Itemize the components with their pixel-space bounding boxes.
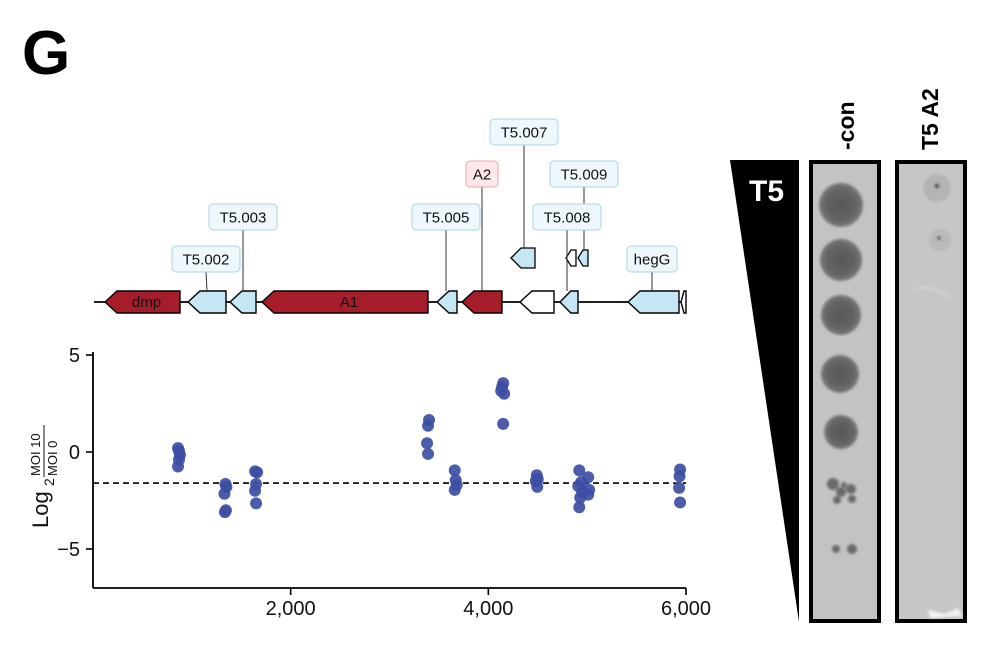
y-axis-label: Log 2 MOI 10 MOI 0 [28, 425, 60, 528]
phage-label: T5 [749, 175, 784, 208]
gene-arrow-hegg [626, 290, 680, 314]
gene-arrows: dmp A1 [103, 247, 687, 314]
data-point [171, 460, 184, 473]
data-point [448, 483, 461, 496]
data-point [531, 480, 544, 493]
data-point [673, 470, 686, 483]
gene-label-box [411, 203, 481, 231]
gene-label-t5003: T5.003 [220, 210, 267, 227]
gene-arrow-t5005 [435, 290, 458, 314]
gene-arrow-floating [577, 249, 589, 267]
data-point [582, 488, 595, 501]
y-tick-label: 5 [69, 345, 80, 367]
gene-label-boxes: T5.002 T5.003 T5.005 A2 T5.007 T5.009 T5.008 he… [171, 118, 678, 273]
t5-a2-plaques [914, 174, 962, 618]
y-ticks: 5 0 −5 [57, 345, 93, 561]
data-point [250, 497, 263, 510]
ylabel-prefix: Log [28, 491, 53, 528]
gene-arrow-t5003 [228, 290, 257, 314]
x-tick-label: 2,000 [266, 598, 316, 620]
control-plaques [819, 183, 863, 554]
gene-arrow-dmp [103, 290, 181, 314]
gene-arrow-floating [565, 249, 577, 267]
gene-label-box [549, 160, 619, 188]
gene-label-hegg: hegG [634, 252, 671, 269]
data-point [582, 471, 595, 484]
y-tick-label: −5 [57, 539, 80, 561]
gene-arrow-a2 [460, 290, 503, 314]
x-tick-label: 6,000 [661, 598, 711, 620]
column-label-control: -con [833, 101, 859, 150]
data-point [218, 487, 231, 500]
gene-arrow-t5002 [186, 290, 227, 314]
ylabel-denominator: MOI 0 [45, 441, 60, 476]
data-point [218, 506, 231, 519]
gene-label-leaders [205, 145, 653, 292]
gene-label-box [208, 203, 278, 231]
gene-arrow-floating [510, 247, 536, 269]
gene-label-box [171, 245, 241, 273]
y-tick-label: 0 [69, 442, 80, 464]
leader-line [205, 271, 208, 292]
gene-label-t5005: T5.005 [423, 210, 470, 227]
gene-arrow-t5008 [559, 290, 579, 314]
gene-label-box [465, 160, 499, 188]
gene-label-t5009: T5.009 [561, 167, 608, 184]
data-points [171, 377, 687, 519]
ylabel-subscript: 2 [41, 478, 57, 486]
gene-label-box [626, 245, 678, 273]
data-point [251, 466, 264, 479]
data-point [573, 464, 586, 477]
gene-name-inside: A1 [340, 294, 358, 311]
panel-letter: G [22, 19, 70, 88]
data-point [497, 417, 510, 430]
scatter-chart: 5 0 −5 2,000 4,000 6,000 Log 2 MOI 10 MOI 0 [28, 345, 711, 620]
x-tick-label: 4,000 [463, 598, 513, 620]
data-point [421, 437, 434, 450]
gene-label-box [489, 118, 559, 146]
gene-arrow [518, 290, 555, 314]
gene-label-t5002: T5.002 [183, 252, 230, 269]
data-point [573, 501, 586, 514]
column-label-t5-a2: T5 A2 [917, 88, 943, 150]
plaque-assay-panel: T5 -con T5 A2 [730, 88, 967, 623]
gene-label-box [532, 203, 602, 231]
data-point [249, 484, 262, 497]
gene-label-t5008: T5.008 [544, 210, 591, 227]
data-point [673, 481, 686, 494]
plate-strip-t5-a2 [895, 160, 967, 623]
data-point [674, 496, 687, 509]
data-point [422, 447, 435, 460]
titration-wedge [730, 160, 799, 622]
gene-name-inside: dmp [132, 294, 161, 311]
gene-arrow-a1 [260, 290, 429, 314]
data-point [422, 419, 435, 432]
x-ticks: 2,000 4,000 6,000 [266, 588, 711, 620]
gene-arrow [680, 290, 687, 314]
data-point [448, 464, 461, 477]
gene-label-a2: A2 [473, 167, 491, 184]
ylabel-numerator: MOI 10 [28, 433, 43, 476]
gene-label-t5007: T5.007 [501, 125, 548, 142]
data-point [498, 387, 511, 400]
